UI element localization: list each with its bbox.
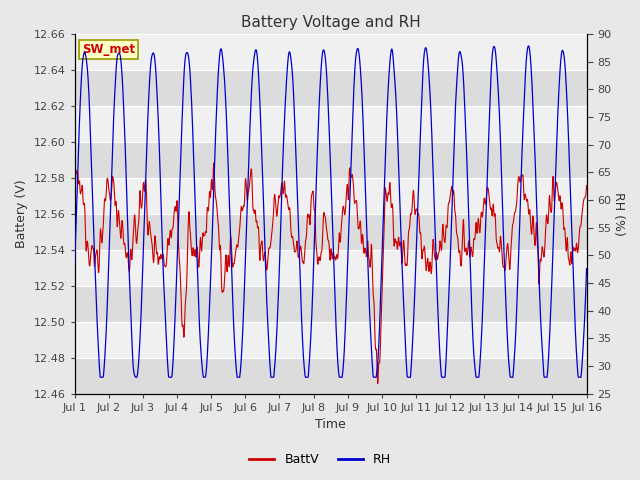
Bar [75, 286, 587, 322]
Text: SW_met: SW_met [83, 43, 136, 56]
Bar [75, 358, 587, 394]
Bar [75, 214, 587, 250]
Y-axis label: Battery (V): Battery (V) [15, 180, 28, 248]
Title: Battery Voltage and RH: Battery Voltage and RH [241, 15, 420, 30]
Bar [75, 142, 587, 178]
Bar [75, 70, 587, 106]
Y-axis label: RH (%): RH (%) [612, 192, 625, 236]
X-axis label: Time: Time [316, 419, 346, 432]
Legend: BattV, RH: BattV, RH [244, 448, 396, 471]
